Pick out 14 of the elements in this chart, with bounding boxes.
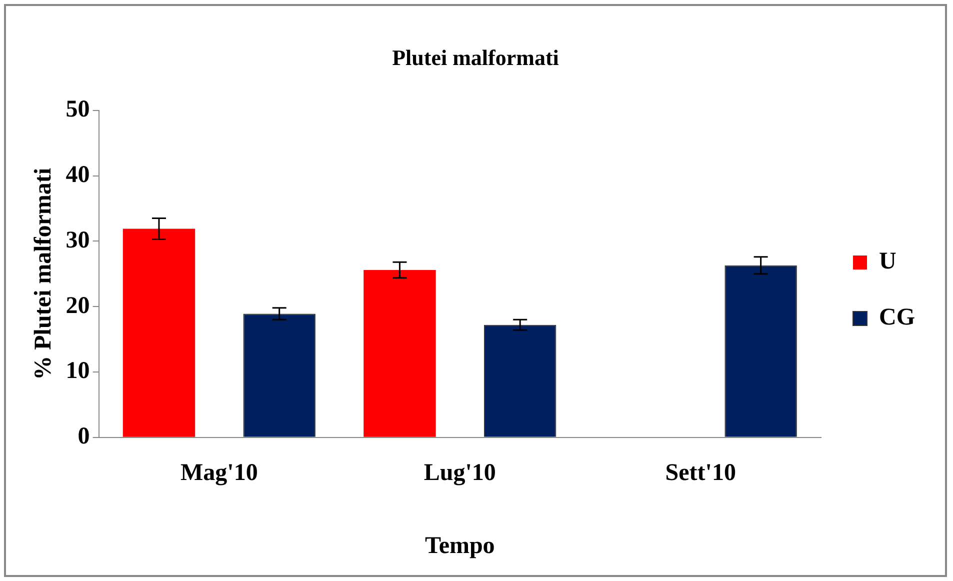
y-tick-label: 30 — [66, 227, 90, 254]
y-tick-label: 40 — [66, 162, 90, 188]
y-axis-title: % Plutei malformati — [30, 168, 57, 380]
y-tick-label: 0 — [78, 424, 90, 450]
y-tick-label: 50 — [66, 96, 90, 123]
x-axis-title: Tempo — [425, 532, 495, 559]
x-tick-label: Sett'10 — [665, 460, 736, 486]
chart-title: Plutei malformati — [392, 44, 559, 70]
y-tick-label: 20 — [66, 292, 90, 319]
x-tick-label: Mag'10 — [180, 460, 258, 486]
legend-label: CG — [879, 304, 916, 331]
legend-label: U — [879, 248, 896, 275]
x-tick-label: Lug'10 — [424, 460, 496, 486]
y-tick-label: 10 — [66, 358, 90, 384]
